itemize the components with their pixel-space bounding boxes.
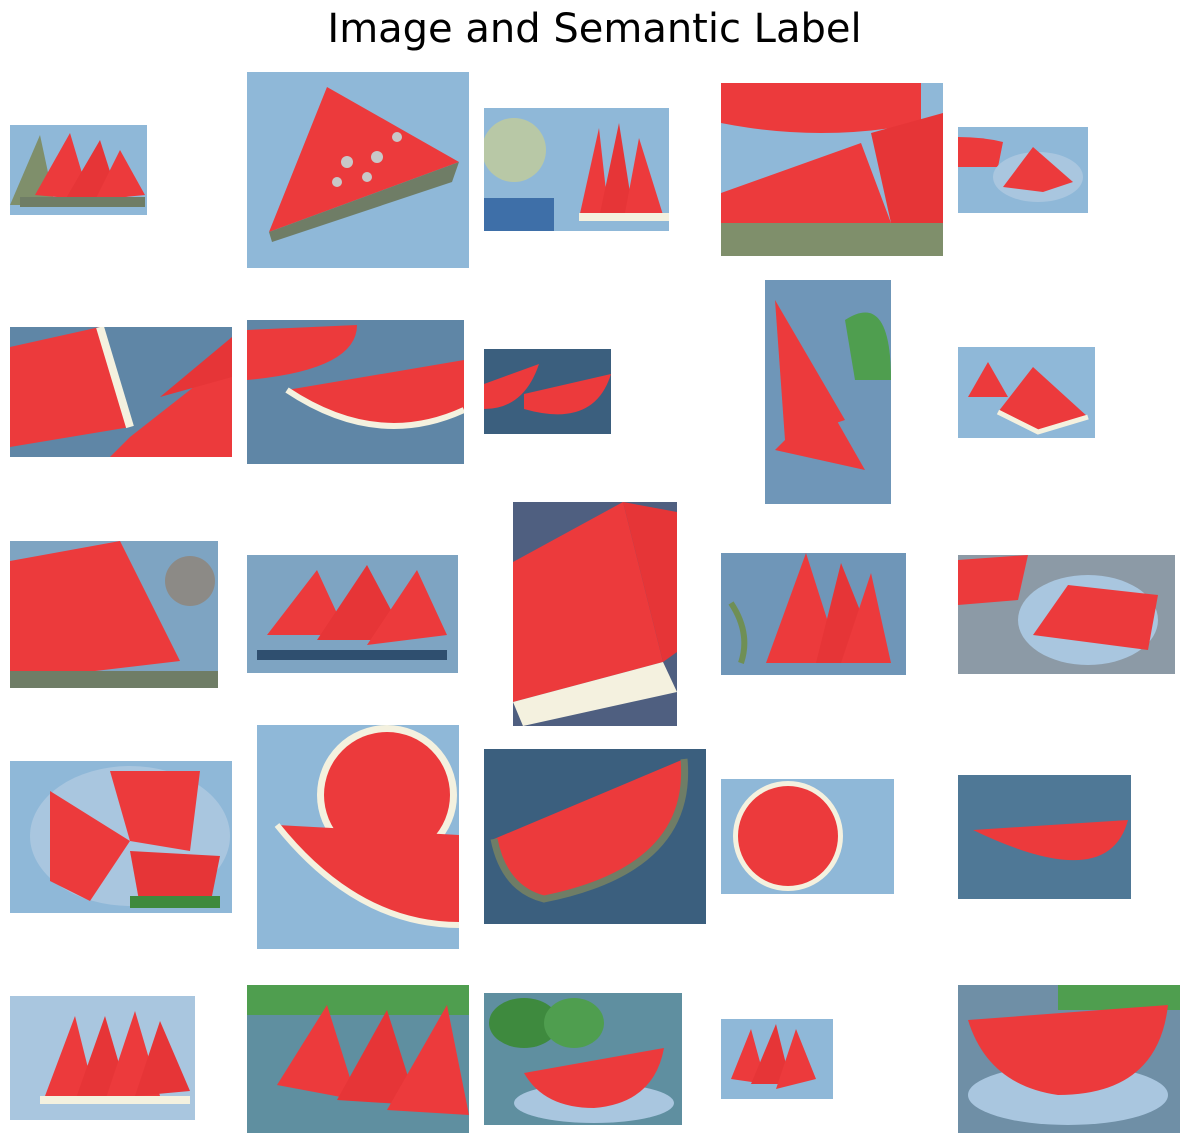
image-tile (958, 127, 1088, 213)
image-tile (10, 327, 232, 457)
image-tile (513, 502, 677, 726)
image-tile (484, 993, 682, 1125)
image-tile (247, 72, 469, 268)
figure-title: Image and Semantic Label (327, 6, 862, 52)
image-tile (958, 985, 1180, 1133)
image-tile (958, 775, 1131, 899)
image-tile (247, 555, 458, 673)
image-tile (958, 555, 1175, 674)
image-tile (721, 83, 943, 256)
image-tile (10, 125, 147, 215)
image-tile (721, 1019, 833, 1099)
image-tile (247, 320, 464, 464)
image-tile (10, 761, 232, 913)
image-tile (247, 985, 469, 1133)
image-tile (721, 553, 906, 675)
image-tile (765, 280, 891, 504)
image-tile (958, 347, 1095, 438)
image-tile (484, 349, 611, 434)
image-tile (484, 749, 706, 924)
image-tile (484, 108, 669, 231)
image-tile (257, 725, 459, 949)
image-tile (721, 779, 894, 894)
image-tile (10, 541, 218, 688)
image-tile (10, 996, 195, 1120)
